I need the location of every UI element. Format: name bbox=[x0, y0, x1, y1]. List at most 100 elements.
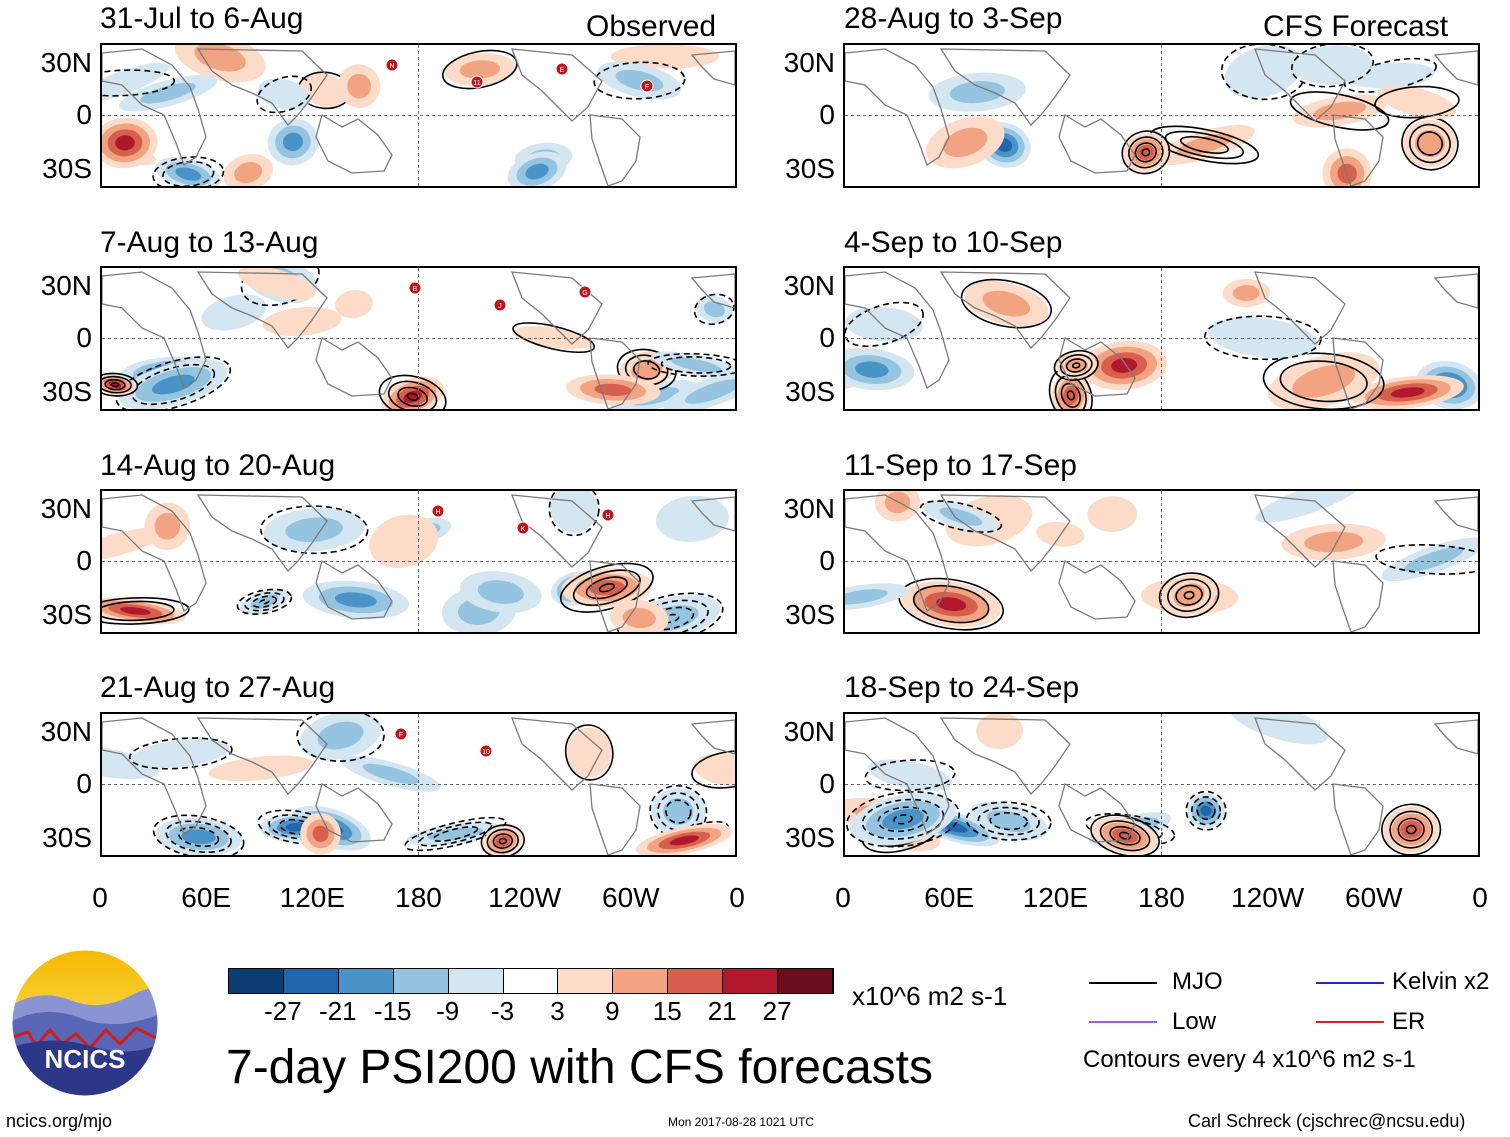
anomaly-shade bbox=[300, 72, 349, 108]
positive-contour bbox=[102, 375, 132, 394]
map-panel-1: N 11 E F bbox=[100, 43, 737, 188]
anomaly-shade bbox=[102, 527, 167, 563]
positive-contour bbox=[1167, 578, 1212, 612]
storm-marker-label: J bbox=[498, 303, 502, 310]
coastline bbox=[102, 271, 207, 389]
anomaly-shade bbox=[845, 589, 888, 605]
coastline bbox=[845, 717, 950, 835]
x-tick-label: 0 bbox=[835, 882, 851, 913]
panel-title-1: 31-Jul to 6-Aug bbox=[100, 2, 304, 35]
storm-marker-label: F bbox=[645, 84, 649, 91]
positive-contour bbox=[598, 583, 616, 593]
map-panel-3: H K H bbox=[100, 489, 737, 634]
anomaly-shade bbox=[1404, 547, 1464, 572]
coastline bbox=[690, 50, 735, 86]
coastline bbox=[589, 783, 641, 855]
contour-note: Contours every 4 x10^6 m2 s-1 bbox=[1083, 1046, 1416, 1073]
positive-contour bbox=[102, 600, 175, 622]
positive-contour bbox=[1065, 358, 1087, 373]
anomaly-shade bbox=[1232, 285, 1260, 302]
y-tick-label: 30N bbox=[783, 270, 835, 301]
anomaly-shade bbox=[525, 163, 549, 180]
positive-contour bbox=[1164, 130, 1245, 160]
anomaly-shade bbox=[181, 829, 216, 845]
y-tick-label: 0 bbox=[819, 322, 835, 353]
anomaly-shade bbox=[868, 759, 953, 791]
legend-line-mjo bbox=[1089, 982, 1157, 984]
coastline bbox=[1058, 337, 1136, 397]
negative-contour bbox=[152, 814, 245, 855]
negative-contour bbox=[251, 595, 278, 608]
coastline bbox=[1254, 48, 1346, 122]
anomaly-shade bbox=[1200, 805, 1212, 817]
positive-contour bbox=[1397, 817, 1425, 842]
y-tick-label: 0 bbox=[819, 768, 835, 799]
anomaly-shade bbox=[427, 827, 484, 841]
y-tick-label: 0 bbox=[819, 545, 835, 576]
anomaly-shade bbox=[175, 167, 202, 181]
storm-marker: H bbox=[601, 508, 615, 522]
storm-marker-label: G bbox=[582, 290, 587, 297]
negative-contour bbox=[152, 156, 225, 186]
positive-contour bbox=[104, 378, 126, 391]
footer-url[interactable]: ncics.org/mjo bbox=[6, 1111, 113, 1131]
storm-marker: G bbox=[578, 285, 592, 299]
positive-contour bbox=[1128, 136, 1164, 169]
storm-marker: B bbox=[408, 281, 422, 295]
anomaly-shade bbox=[1207, 317, 1318, 359]
y-tick-label: 30N bbox=[783, 716, 835, 747]
anomaly-shade bbox=[1063, 385, 1079, 406]
positive-contour bbox=[1060, 382, 1081, 408]
negative-contour bbox=[1290, 45, 1375, 88]
map-svg: N 11 E F bbox=[102, 45, 735, 186]
positive-contour bbox=[1289, 91, 1390, 131]
coastline bbox=[315, 783, 393, 843]
anomaly-shade bbox=[494, 835, 511, 848]
y-tick-label: 30S bbox=[42, 376, 92, 407]
colorbar-label: 21 bbox=[707, 996, 737, 1026]
y-tick-label: 30N bbox=[40, 493, 92, 524]
anomaly-shade bbox=[1087, 496, 1138, 533]
negative-contour bbox=[665, 799, 692, 824]
colorbar-swatch bbox=[448, 969, 504, 993]
coastline bbox=[690, 273, 735, 309]
anomaly-shade bbox=[1137, 144, 1155, 160]
positive-contour bbox=[1158, 572, 1220, 619]
map-svg: B J G bbox=[102, 268, 735, 409]
positive-contour bbox=[1109, 825, 1141, 846]
colorbar-swatch bbox=[558, 969, 614, 993]
coastline bbox=[1332, 337, 1384, 409]
negative-contour bbox=[131, 363, 216, 406]
legend-line-er bbox=[1316, 1021, 1384, 1023]
coastline bbox=[1254, 271, 1346, 345]
colorbar-label: 15 bbox=[652, 996, 682, 1026]
negative-contour bbox=[259, 598, 270, 605]
map-svg: H K H bbox=[102, 491, 735, 632]
positive-contour bbox=[1381, 803, 1442, 855]
map-panel-5 bbox=[843, 43, 1480, 188]
colorbar-label: -9 bbox=[436, 996, 460, 1026]
anomaly-shade bbox=[855, 361, 889, 378]
coastline bbox=[939, 271, 1071, 349]
panel-title-3: 14-Aug to 20-Aug bbox=[100, 449, 336, 482]
colorbar-swatch bbox=[338, 969, 394, 993]
x-tick-label: 60E bbox=[924, 882, 975, 913]
anomaly-shade bbox=[588, 580, 625, 596]
storm-marker-label: H bbox=[605, 513, 610, 520]
storm-marker: J bbox=[493, 298, 507, 312]
positive-contour bbox=[1179, 135, 1229, 154]
anomaly-shade bbox=[154, 512, 181, 540]
positive-contour bbox=[1175, 584, 1203, 606]
storm-marker: E bbox=[555, 62, 569, 76]
anomaly-shade bbox=[115, 135, 135, 151]
positive-contour bbox=[378, 374, 447, 409]
y-tick-label: 0 bbox=[819, 99, 835, 130]
anomaly-shade bbox=[1173, 583, 1205, 608]
y-tick-label: 30N bbox=[783, 47, 835, 78]
coastline bbox=[939, 48, 1071, 126]
positive-contour bbox=[1262, 352, 1385, 409]
negative-contour bbox=[296, 714, 385, 762]
anomaly-shade bbox=[936, 597, 967, 612]
storm-marker: K bbox=[516, 521, 530, 535]
negative-contour bbox=[432, 826, 479, 843]
